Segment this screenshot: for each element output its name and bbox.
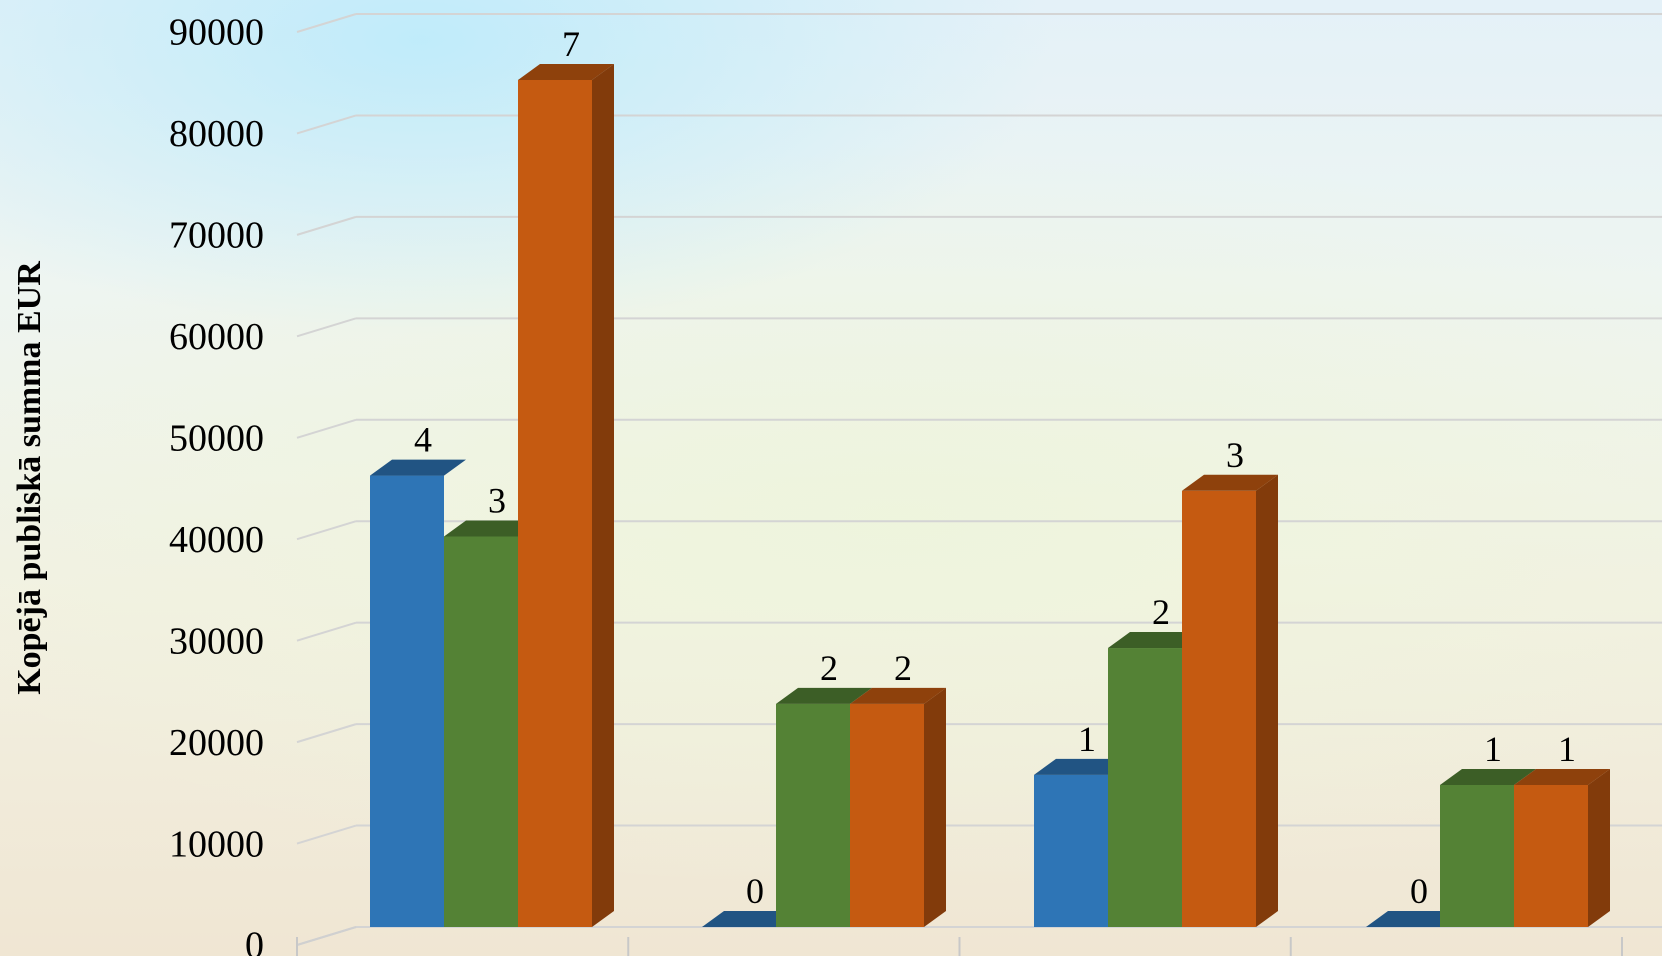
y-tick-label: 30000	[169, 620, 264, 662]
bar-top	[370, 459, 466, 476]
bar-top	[1034, 758, 1130, 775]
bar-top	[1440, 768, 1536, 785]
data-label: 3	[1226, 435, 1244, 475]
bar-top	[1366, 911, 1462, 927]
gridline-wall	[296, 114, 357, 135]
bar-side	[592, 63, 614, 927]
data-label: 1	[1078, 719, 1096, 759]
gridline-wall	[296, 317, 357, 338]
bar	[1034, 774, 1108, 927]
data-label: 1	[1558, 729, 1576, 769]
data-label: 1	[1484, 729, 1502, 769]
bar-top	[850, 687, 946, 704]
bar-top	[1514, 768, 1610, 785]
data-label: 7	[562, 24, 580, 64]
bar-top	[518, 63, 614, 80]
bar	[444, 536, 518, 927]
data-label: 2	[894, 648, 912, 688]
bar-top	[1108, 632, 1204, 649]
bar-top	[702, 911, 798, 927]
bar	[776, 703, 850, 927]
bar	[1514, 784, 1588, 927]
data-label: 0	[746, 871, 764, 911]
bar-top	[444, 520, 540, 537]
floor-edge	[296, 926, 357, 946]
bar	[370, 475, 444, 927]
gridline-wall	[296, 723, 357, 744]
gridline-wall	[296, 621, 357, 642]
y-tick-label: 70000	[169, 215, 264, 257]
gridline-wall	[296, 418, 357, 439]
gridline-wall	[296, 13, 357, 33]
y-tick-label: 60000	[169, 316, 264, 358]
y-tick-label: 50000	[169, 417, 264, 459]
y-tick-label: 80000	[169, 113, 264, 155]
data-label: 0	[1410, 871, 1428, 911]
bar-top	[776, 687, 872, 704]
y-tick-label: 0	[245, 925, 264, 956]
gridline-wall	[296, 824, 357, 845]
bar	[1108, 648, 1182, 927]
bar-side	[1588, 768, 1610, 927]
bar	[850, 703, 924, 927]
data-label: 2	[820, 648, 838, 688]
bar-top	[1182, 474, 1278, 491]
gridline-wall	[296, 215, 357, 236]
y-axis-label: Kopējā publiskā summa EUR	[11, 261, 48, 695]
y-tick-label: 40000	[169, 519, 264, 561]
bar	[1440, 784, 1514, 927]
data-label: 2	[1152, 592, 1170, 632]
y-tick-label: 10000	[169, 823, 264, 865]
gridline-wall	[296, 520, 357, 541]
bar-side	[1256, 474, 1278, 927]
data-label: 4	[414, 420, 432, 460]
y-tick-label: 90000	[169, 12, 264, 54]
bar	[518, 79, 592, 927]
bar-side	[924, 687, 946, 927]
data-label: 3	[488, 480, 506, 520]
bar	[1182, 490, 1256, 927]
y-tick-label: 20000	[169, 722, 264, 764]
